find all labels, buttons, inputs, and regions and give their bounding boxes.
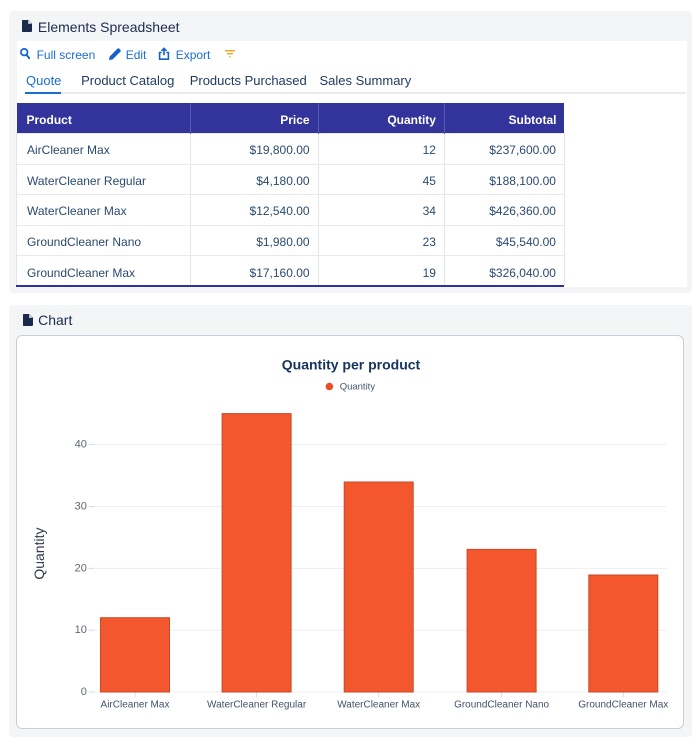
svg-text:0: 0 — [81, 686, 87, 698]
svg-text:WaterCleaner Max: WaterCleaner Max — [337, 700, 420, 711]
svg-text:10: 10 — [75, 624, 87, 636]
svg-text:AirCleaner Max: AirCleaner Max — [101, 700, 170, 711]
svg-text:Quantity per product: Quantity per product — [282, 357, 421, 373]
svg-text:40: 40 — [75, 439, 87, 451]
svg-text:20: 20 — [75, 563, 87, 575]
svg-text:GroundCleaner Nano: GroundCleaner Nano — [454, 700, 549, 711]
svg-text:30: 30 — [75, 501, 87, 513]
svg-text:GroundCleaner Max: GroundCleaner Max — [578, 700, 668, 711]
svg-text:Quantity: Quantity — [31, 528, 47, 580]
svg-text:WaterCleaner Regular: WaterCleaner Regular — [207, 700, 307, 711]
svg-text:Quantity: Quantity — [340, 382, 376, 393]
